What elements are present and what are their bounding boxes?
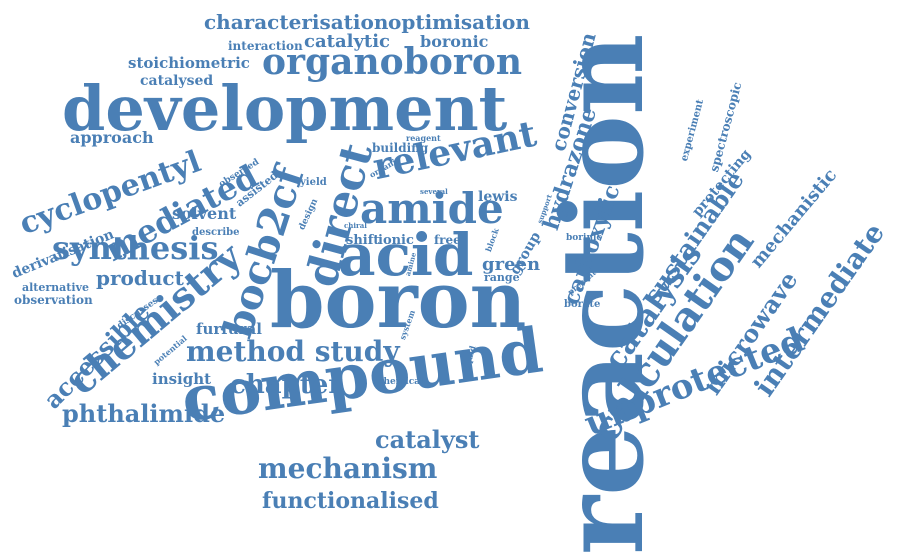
cloud-word: describe xyxy=(192,227,240,238)
cloud-word: mechanism xyxy=(258,452,438,485)
cloud-word: solvent xyxy=(172,204,237,223)
cloud-word: shift xyxy=(346,233,380,248)
cloud-word: optimisation xyxy=(388,10,530,34)
cloud-word: ionic xyxy=(378,233,414,248)
cloud-word: mechanistic xyxy=(746,164,842,273)
cloud-word: experiment xyxy=(679,98,707,163)
cloud-word: observation xyxy=(14,293,93,307)
cloud-word: boronic xyxy=(420,32,489,51)
cloud-word: boron xyxy=(270,255,527,346)
cloud-word: catalytic xyxy=(304,31,391,52)
cloud-word: range xyxy=(484,271,520,284)
cloud-word: catalysed xyxy=(140,73,214,89)
cloud-word: phthalimide xyxy=(62,399,226,428)
cloud-word: insight xyxy=(152,370,212,388)
cloud-word: chiral xyxy=(344,221,367,230)
cloud-word: alternative xyxy=(22,281,89,294)
cloud-word: product xyxy=(96,266,184,290)
cloud-word: lewis xyxy=(478,189,518,205)
cloud-word: amide xyxy=(360,184,504,233)
cloud-word: characterisation xyxy=(204,10,389,34)
cloud-word: yield xyxy=(300,177,327,188)
cloud-word: functionalised xyxy=(262,488,439,514)
cloud-word: furfural xyxy=(196,320,262,338)
cloud-word: borinic xyxy=(566,233,602,243)
cloud-word: stoichiometric xyxy=(128,54,250,72)
cloud-word: development xyxy=(62,72,508,145)
cloud-word: acid xyxy=(338,221,474,289)
cloud-word: catalyst xyxy=(375,425,480,454)
cloud-word: method study xyxy=(186,335,400,368)
cloud-word: building xyxy=(372,141,429,155)
cloud-word: chemical xyxy=(378,377,424,387)
cloud-word: borate xyxy=(564,299,601,310)
cloud-word: free xyxy=(434,233,461,247)
cloud-word: chapter xyxy=(230,370,343,400)
cloud-word: several xyxy=(420,187,448,196)
cloud-word: organoboron xyxy=(262,41,522,83)
cloud-word: reagent xyxy=(406,133,441,143)
cloud-word: interaction xyxy=(228,39,303,53)
cloud-word: approach xyxy=(70,128,154,147)
cloud-word: synthesis xyxy=(52,229,219,267)
cloud-word: green xyxy=(482,254,541,275)
